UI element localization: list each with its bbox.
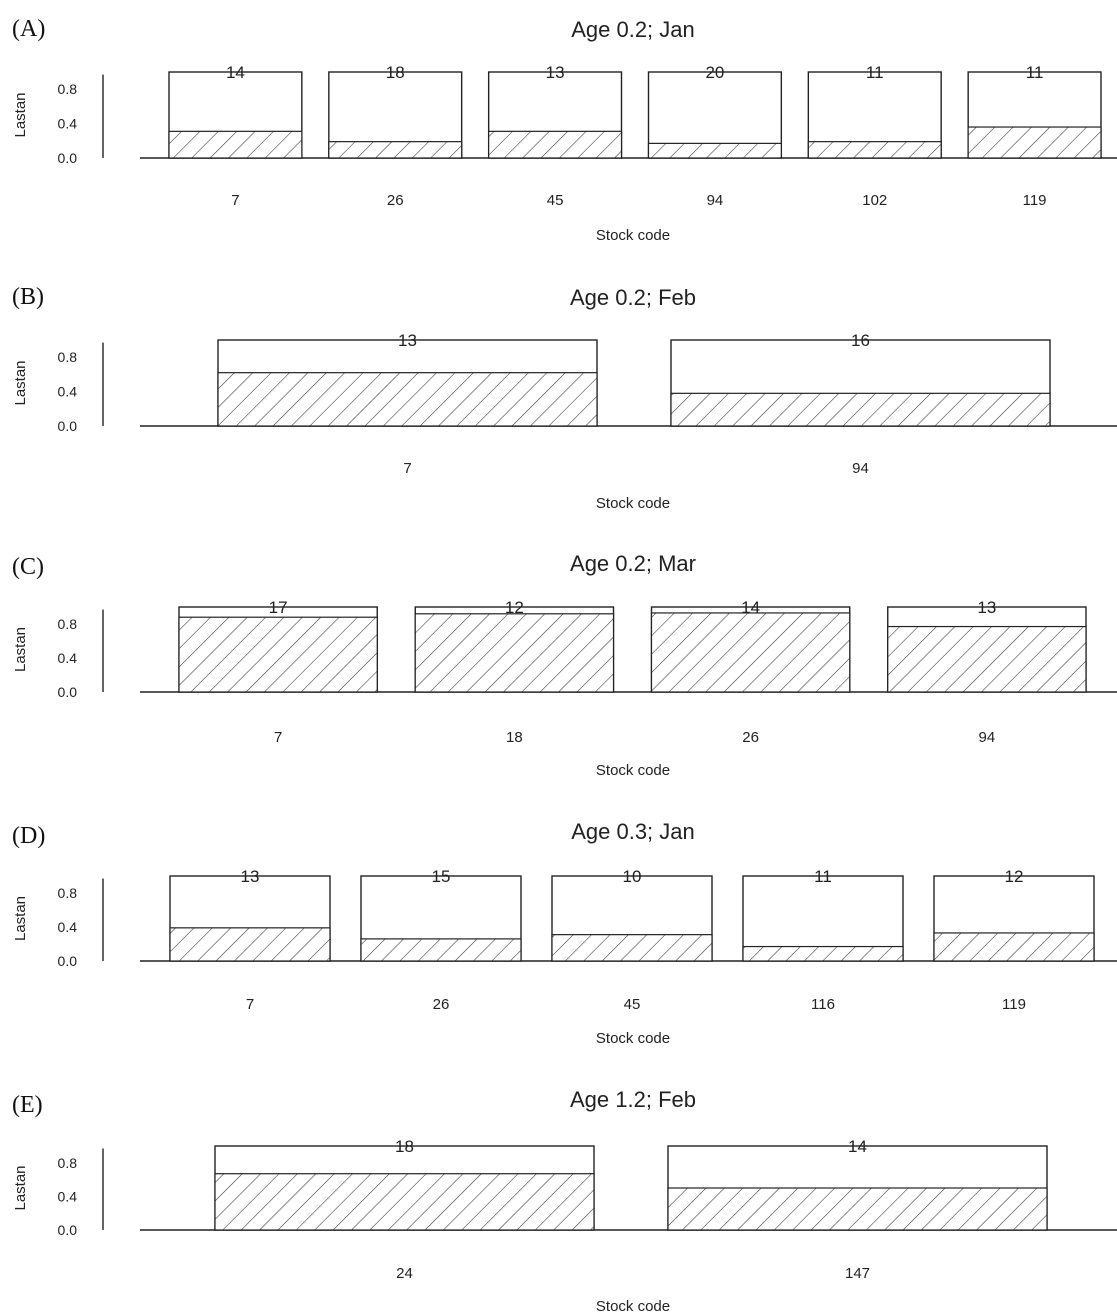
count-label: 13	[546, 63, 565, 82]
y-tick-label: 0.8	[58, 616, 78, 632]
y-tick-label: 0.0	[58, 418, 78, 434]
count-label: 12	[1005, 867, 1024, 886]
x-tick-label: 7	[403, 460, 411, 477]
panel-a: (A) Age 0.2; Jan Lastan 0.0 0.4 0.8 14 7 18 26 13 4…	[12, 16, 1117, 244]
count-label: 14	[226, 63, 245, 82]
panel-d: (D) Age 0.3; Jan Lastan 0.0 0.4 0.8 13 7 15 26 10 4…	[12, 819, 1117, 1047]
y-axis-label: Lastan	[12, 627, 29, 672]
bar-lastan	[414, 613, 615, 693]
bar-lastan	[178, 616, 378, 693]
x-tick-label: 26	[433, 996, 450, 1013]
x-tick-label: 147	[845, 1265, 870, 1282]
bar-lastan	[742, 945, 904, 962]
count-label: 11	[1026, 63, 1044, 82]
x-axis-label: Stock code	[596, 1298, 670, 1315]
count-label: 13	[977, 598, 996, 617]
x-tick-label: 45	[624, 996, 641, 1013]
count-label: 14	[848, 1137, 867, 1156]
bar-lastan	[667, 1187, 1048, 1231]
count-label: 15	[432, 867, 451, 886]
x-tick-label: 119	[1002, 996, 1026, 1013]
count-label: 12	[505, 598, 524, 617]
bar-lastan	[328, 141, 463, 159]
bar-lastan	[168, 130, 303, 159]
x-tick-label: 7	[274, 729, 282, 746]
x-tick-label: 26	[387, 192, 404, 209]
panel-title: Age 0.3; Jan	[571, 819, 695, 844]
count-label: 11	[866, 63, 884, 82]
y-axis-label: Lastan	[12, 360, 29, 405]
x-tick-label: 94	[707, 192, 724, 209]
panel-title: Age 1.2; Feb	[570, 1087, 696, 1112]
count-label: 11	[814, 867, 832, 886]
y-tick-label: 0.4	[58, 919, 78, 935]
x-tick-label: 24	[396, 1265, 413, 1282]
bar-lastan	[214, 1173, 595, 1231]
bar-lastan	[360, 938, 522, 962]
x-tick-label: 94	[852, 460, 869, 477]
y-tick-label: 0.4	[58, 384, 78, 400]
y-tick-label: 0.8	[58, 81, 78, 97]
count-label: 13	[398, 331, 417, 350]
panel-title: Age 0.2; Mar	[570, 551, 696, 576]
panel-letter: (D)	[12, 823, 45, 849]
x-tick-label: 7	[231, 192, 239, 209]
x-tick-label: 26	[742, 729, 759, 746]
y-tick-label: 0.4	[58, 650, 78, 666]
y-tick-label: 0.0	[58, 684, 78, 700]
bar-lastan	[887, 625, 1087, 693]
panel-letter: (E)	[12, 1092, 43, 1118]
y-tick-label: 0.0	[58, 1222, 78, 1238]
bar-lastan	[169, 927, 331, 962]
panel-letter: (C)	[12, 554, 44, 580]
y-axis-label: Lastan	[12, 92, 29, 137]
panel-b: (B) Age 0.2; Feb Lastan 0.0 0.4 0.8 13 7 16 94 Sto…	[12, 284, 1117, 512]
panel-letter: (B)	[12, 284, 44, 310]
bar-lastan	[670, 392, 1051, 427]
y-tick-label: 0.8	[58, 349, 78, 365]
y-axis-label: Lastan	[12, 1165, 29, 1210]
y-tick-label: 0.0	[58, 150, 78, 166]
panel-c: (C) Age 0.2; Mar Lastan 0.0 0.4 0.8 17 7 12 18 14 2…	[12, 551, 1117, 779]
panel-title: Age 0.2; Feb	[570, 285, 696, 310]
y-tick-label: 0.8	[58, 1155, 78, 1171]
x-axis-label: Stock code	[596, 495, 670, 512]
x-tick-label: 102	[862, 192, 887, 209]
bar-lastan	[217, 372, 598, 427]
bar-lastan	[967, 126, 1102, 159]
x-tick-label: 18	[506, 729, 523, 746]
panel-title: Age 0.2; Jan	[571, 17, 695, 42]
count-label: 16	[851, 331, 870, 350]
panel-e: (E) Age 1.2; Feb Lastan 0.0 0.4 0.8 18 24 14 147 S…	[12, 1087, 1117, 1315]
bar-lastan	[650, 612, 851, 693]
count-label: 17	[269, 598, 288, 617]
count-label: 18	[386, 63, 405, 82]
count-label: 14	[741, 598, 760, 617]
x-axis-label: Stock code	[596, 762, 670, 779]
y-tick-label: 0.4	[58, 1188, 78, 1204]
x-tick-label: 7	[246, 996, 254, 1013]
y-axis-label: Lastan	[12, 896, 29, 941]
x-axis-label: Stock code	[596, 1030, 670, 1047]
count-label: 20	[705, 63, 724, 82]
panel-letter: (A)	[12, 16, 45, 42]
bar-lastan	[488, 130, 623, 159]
bar-lastan	[807, 141, 942, 159]
y-tick-label: 0.4	[58, 116, 78, 132]
x-axis-label: Stock code	[596, 227, 670, 244]
bar-lastan	[647, 142, 782, 159]
x-tick-label: 116	[811, 996, 835, 1013]
y-tick-label: 0.8	[58, 885, 78, 901]
y-tick-label: 0.0	[58, 953, 78, 969]
count-label: 10	[623, 867, 642, 886]
count-label: 18	[395, 1137, 414, 1156]
bar-lastan	[551, 934, 713, 962]
count-label: 13	[241, 867, 260, 886]
bar-lastan	[933, 932, 1095, 962]
x-tick-label: 45	[547, 192, 564, 209]
x-tick-label: 119	[1023, 192, 1047, 209]
x-tick-label: 94	[979, 729, 996, 746]
